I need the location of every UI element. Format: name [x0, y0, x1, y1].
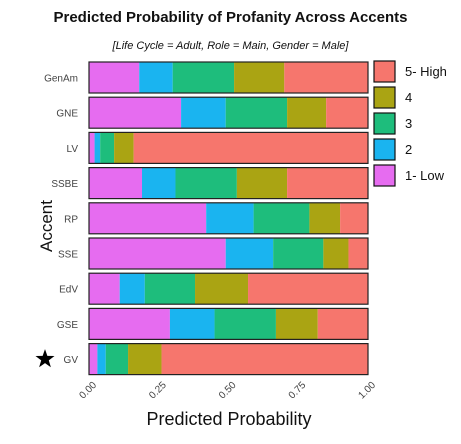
bar-segment-GenAm-1-low — [89, 62, 140, 93]
bar-segment-GV-4 — [128, 343, 162, 375]
y-axis-label: Accent — [37, 200, 56, 252]
legend-label: 4 — [405, 90, 412, 105]
bar-segment-RP-4 — [309, 202, 341, 234]
bar-segment-SSE-4 — [323, 238, 349, 269]
legend-label: 5- High — [405, 64, 447, 79]
bar-segment-GNE-1-low — [89, 97, 182, 129]
x-tick-label: 0.25 — [147, 380, 169, 402]
bar-segment-GV-2 — [97, 343, 106, 375]
bar-segment-GSE-4 — [275, 308, 318, 340]
bars-layer — [88, 61, 369, 376]
bar-outline-GSE — [88, 307, 369, 340]
bar-segment-SSBE-1-low — [89, 167, 143, 199]
bar-segment-GSE-2 — [169, 308, 215, 340]
bar-outline-GV — [88, 343, 369, 376]
bar-outline-LV — [88, 131, 369, 164]
legend-swatch — [373, 112, 396, 135]
legend-swatch — [373, 60, 396, 83]
bar-segment-EdV-2 — [119, 273, 145, 305]
bar-outline-SSE — [88, 237, 369, 270]
bar-segment-SSE-1-low — [89, 238, 226, 269]
bar-segment-SSE-3 — [273, 238, 324, 269]
bar-segment-SSBE-5-high — [287, 167, 368, 199]
chart-subtitle: [Life Cycle = Adult, Role = Main, Gender… — [112, 40, 349, 52]
legend: 5- High 4 3 2 1- Low — [373, 60, 447, 187]
bar-segment-GNE-2 — [181, 97, 226, 129]
bar-segment-LV-2 — [94, 132, 101, 164]
y-tick-label-EdV: EdV — [59, 285, 78, 296]
bar-outline-EdV — [88, 272, 369, 305]
bar-segment-EdV-1-low — [89, 273, 120, 305]
bar-segment-GSE-5-high — [317, 308, 368, 340]
star-icon — [35, 349, 55, 368]
bar-segment-SSBE-2 — [142, 167, 176, 199]
bar-segment-GNE-5-high — [326, 97, 368, 129]
legend-swatch — [373, 86, 396, 109]
bar-segment-SSBE-4 — [236, 167, 288, 199]
bar-segment-GSE-1-low — [89, 308, 170, 340]
bar-segment-EdV-3 — [144, 273, 196, 305]
legend-swatch — [373, 138, 396, 161]
y-tick-labels: GenAm GNE LV SSBE RP SSE EdV GSE GV — [44, 74, 78, 367]
legend-label: 1- Low — [405, 168, 445, 183]
bar-segment-SSE-5-high — [348, 238, 368, 269]
bar-segment-LV-3 — [100, 132, 115, 164]
star-marker-icon — [35, 349, 55, 368]
bar-segment-RP-5-high — [340, 202, 368, 234]
bar-segment-LV-5-high — [133, 132, 368, 164]
legend-label: 3 — [405, 116, 412, 131]
bar-segment-GV-3 — [105, 343, 129, 375]
x-tick-label: 0.50 — [217, 380, 239, 402]
bar-segment-GV-1-low — [89, 343, 98, 375]
bar-segment-GenAm-4 — [234, 62, 285, 93]
x-tick-labels: 0.00 0.25 0.50 0.75 1.00 — [78, 380, 379, 402]
x-tick-label: 0.00 — [78, 380, 100, 402]
bar-outline-SSBE — [88, 167, 369, 200]
bar-segment-EdV-4 — [195, 273, 249, 305]
y-tick-label-RP: RP — [64, 214, 78, 225]
bar-segment-GNE-3 — [225, 97, 288, 129]
x-tick-label: 1.00 — [357, 380, 379, 402]
bar-segment-SSBE-3 — [175, 167, 237, 199]
legend-swatch — [373, 164, 396, 187]
bar-segment-EdV-5-high — [248, 273, 368, 305]
y-tick-label-LV: LV — [67, 144, 79, 155]
y-tick-label-SSE: SSE — [58, 250, 78, 261]
bar-segment-GNE-4 — [287, 97, 327, 129]
bar-segment-LV-1-low — [89, 132, 95, 164]
bar-segment-SSE-2 — [225, 238, 274, 269]
bar-segment-GenAm-5-high — [284, 62, 368, 93]
bar-segment-GSE-3 — [214, 308, 276, 340]
x-tick-label: 0.75 — [287, 380, 309, 402]
bar-outline-RP — [88, 202, 369, 235]
legend-label: 2 — [405, 142, 412, 157]
bar-segment-RP-2 — [206, 202, 254, 234]
chart-title: Predicted Probability of Profanity Acros… — [53, 9, 408, 26]
bar-segment-GenAm-3 — [172, 62, 235, 93]
y-tick-label-GenAm: GenAm — [44, 74, 78, 85]
y-tick-label-GV: GV — [64, 355, 79, 366]
bar-segment-GenAm-2 — [139, 62, 173, 93]
y-tick-label-SSBE: SSBE — [51, 179, 78, 190]
bar-outline-GNE — [88, 96, 369, 129]
bar-segment-GV-5-high — [161, 343, 368, 375]
bar-segment-LV-4 — [114, 132, 134, 164]
bar-segment-RP-1-low — [89, 202, 207, 234]
y-tick-label-GSE: GSE — [57, 320, 78, 331]
x-axis-label: Predicted Probability — [146, 409, 311, 429]
bar-segment-RP-3 — [253, 202, 310, 234]
y-tick-label-GNE: GNE — [56, 109, 78, 120]
bar-outline-GenAm — [88, 61, 369, 94]
